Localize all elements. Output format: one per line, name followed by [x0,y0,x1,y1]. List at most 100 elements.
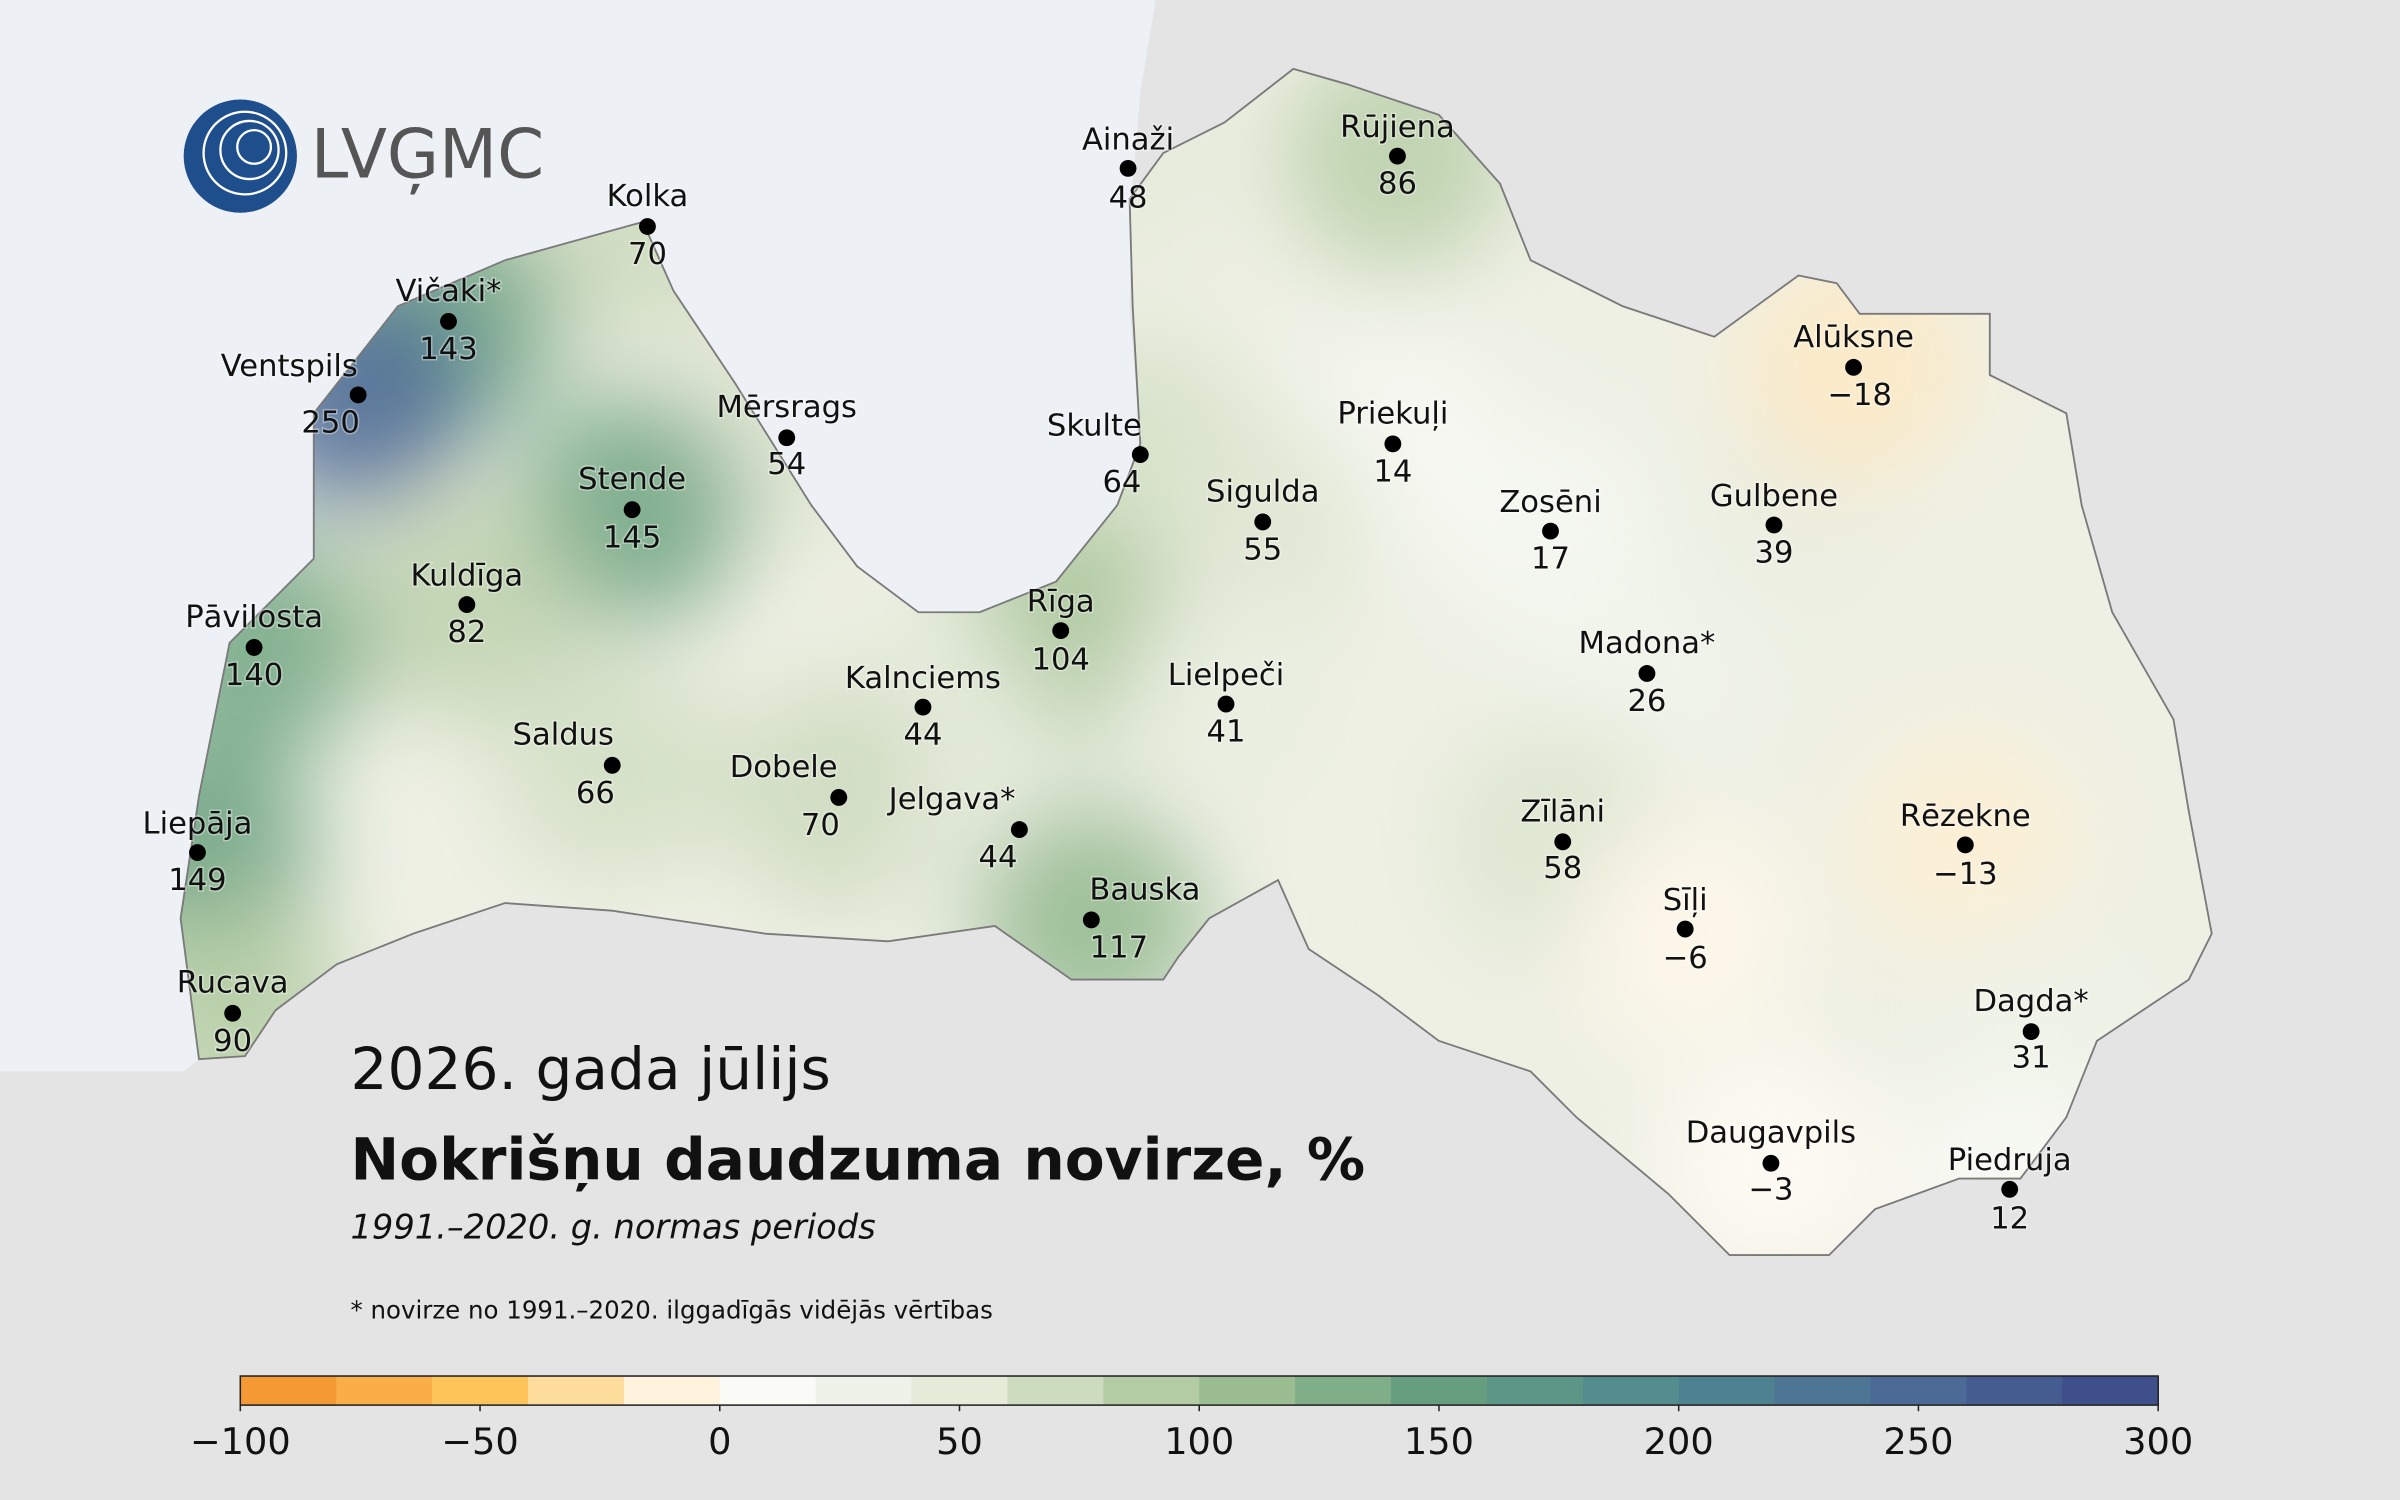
station-name: Rūjiena [1340,110,1455,145]
heading: Nokrišņu daudzuma novirze, % [351,1125,1366,1193]
colorbar-step [719,1376,817,1406]
station-name: Gulbene [1710,479,1838,514]
colorbar-step [240,1376,337,1406]
station-name: Lielpeči [1168,658,1285,693]
station-value: 250 [301,405,359,440]
logo-text: LVĢMC [311,115,544,195]
station-dot [1131,446,1149,464]
station-value: 145 [603,520,661,555]
colorbar: −100 −50 0 50 100 150 200 250 300 [190,1375,2193,1463]
station-name: Mērsrags [716,390,857,425]
colorbar-step [815,1376,913,1406]
logo: LVĢMC [183,99,544,213]
station-value: 48 [1109,180,1148,215]
footnote: * novirze no 1991.–2020. ilggadīgās vidē… [351,1296,993,1325]
station-value: −13 [1933,857,1998,892]
station-value: −6 [1663,941,1708,976]
station-dot [1254,513,1272,531]
colorbar-step [1295,1376,1392,1406]
station-name: Jelgava* [887,782,1016,817]
colorbar-step [1199,1376,1296,1406]
station-name: Daugavpils [1686,1116,1856,1151]
station-name: Saldus [513,718,614,753]
station-dot [349,386,367,404]
station-value: 17 [1531,542,1570,577]
colorbar-step [911,1376,1009,1406]
station-value: 70 [628,237,667,272]
colorbar-tick-label: 50 [936,1420,983,1463]
station-name: Ventspils [221,349,358,384]
station-name: Skulte [1047,409,1142,444]
station-dot [1217,695,1235,713]
station-value: 39 [1755,536,1794,571]
station-name: Zīlāni [1520,794,1605,829]
station-dot [2022,1023,2040,1041]
station-name: Rīga [1027,585,1095,620]
colorbar-step [1870,1376,1968,1406]
station-value: 90 [213,1024,252,1059]
logo-ring [202,110,288,196]
station-value: −18 [1827,378,1892,413]
station-dot [189,844,206,861]
station-value: 14 [1373,454,1412,489]
station-value: 82 [447,615,486,650]
station-value: 54 [767,447,806,482]
station-name: Kuldīga [411,559,524,594]
colorbar-tick-label: −50 [441,1420,518,1463]
station-name: Priekuļi [1337,396,1448,431]
station-dot [1554,833,1572,851]
station-dot [1082,911,1100,929]
station-dot [1762,1154,1780,1172]
station-value: 31 [2012,1041,2051,1076]
station-dot [830,789,848,806]
station-value: 70 [801,808,840,843]
station-dot [914,698,932,716]
station-dot [1052,622,1070,640]
station-value: 41 [1207,715,1246,750]
station-name: Alūksne [1793,320,1914,355]
title: 2026. gada jūlijs [351,1035,831,1103]
station-value: 140 [225,658,283,693]
station-dot [639,218,656,235]
colorbar-step [1103,1376,1200,1406]
station-name: Stende [578,462,686,497]
station-dot [778,429,796,447]
station-dot [458,596,476,614]
station-value: 44 [903,718,942,753]
logo-ring [236,128,273,165]
station-dot [1765,516,1783,534]
station-value: 104 [1031,643,1089,678]
station-name: Vičaki* [396,274,502,309]
station-value: 26 [1627,684,1666,719]
colorbar-tick-label: 200 [1644,1420,1714,1463]
station-value: 143 [419,332,477,367]
station-name: Madona* [1579,626,1716,661]
station-value: 64 [1102,465,1141,500]
colorbar-step [1582,1376,1680,1406]
colorbar-step [1774,1376,1872,1406]
station-dot [245,639,263,656]
station-dot [623,501,641,519]
station-name: Rucava [177,966,289,1001]
station-value: 149 [168,863,226,898]
colorbar-step [336,1376,433,1406]
station-name: Rēzekne [1900,799,2031,834]
station-name: Pāvilosta [185,600,323,635]
station-dot [1542,522,1559,540]
station-value: 86 [1378,167,1417,202]
sea [0,0,1156,1072]
colorbar-step [1007,1376,1105,1406]
subtitle: 1991.–2020. g. normas periods [351,1208,876,1247]
station-value: −3 [1748,1172,1793,1207]
station-name: Dagda* [1973,984,2088,1019]
colorbar-step [1966,1376,2064,1406]
station-dot [1676,920,1694,938]
station-dot [1638,665,1656,682]
colorbar-step [1486,1376,1584,1406]
colorbar-tick-label: 150 [1404,1420,1474,1463]
colorbar-step [2062,1376,2159,1406]
colorbar-step [432,1376,529,1406]
station-value: 58 [1543,851,1582,886]
station-dot [1845,358,1862,376]
